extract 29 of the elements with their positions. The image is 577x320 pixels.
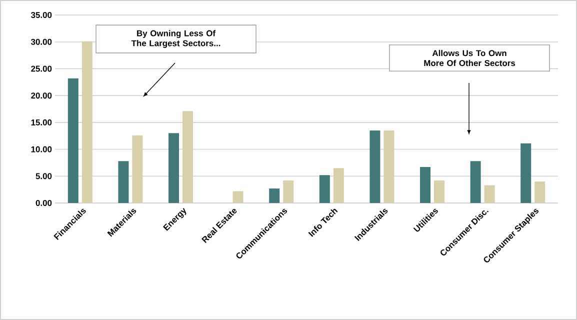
bar bbox=[333, 168, 344, 203]
bar bbox=[520, 143, 532, 203]
bar bbox=[269, 188, 280, 203]
bar bbox=[534, 182, 546, 203]
y-tick-label: 25.00 bbox=[31, 66, 52, 72]
bar bbox=[420, 167, 431, 203]
bar bbox=[484, 185, 495, 203]
bar bbox=[82, 41, 92, 203]
bar bbox=[168, 133, 180, 203]
bar bbox=[384, 130, 394, 203]
y-tick-label: 10.00 bbox=[31, 146, 52, 152]
y-tick-label: 5.00 bbox=[36, 173, 52, 180]
bar bbox=[470, 161, 481, 203]
bar bbox=[118, 161, 129, 203]
y-tick-label: 30.00 bbox=[30, 38, 52, 45]
bar bbox=[370, 130, 380, 203]
bar bbox=[182, 111, 194, 203]
y-tick-label: 20.00 bbox=[31, 92, 52, 99]
bar bbox=[434, 180, 445, 203]
bar bbox=[283, 180, 294, 203]
bar bbox=[319, 175, 330, 203]
y-tick-label: 35.00 bbox=[30, 12, 52, 18]
annotation: Allows Us To Own More Of Other Sectors bbox=[424, 50, 516, 66]
bar bbox=[132, 135, 143, 203]
bar bbox=[68, 78, 78, 203]
y-tick-label: 15.00 bbox=[31, 119, 52, 126]
y-tick-label: 0.00 bbox=[36, 200, 52, 206]
bar bbox=[232, 191, 244, 203]
annotation: By Owning Less Of The Largest Sectors... bbox=[131, 30, 220, 48]
